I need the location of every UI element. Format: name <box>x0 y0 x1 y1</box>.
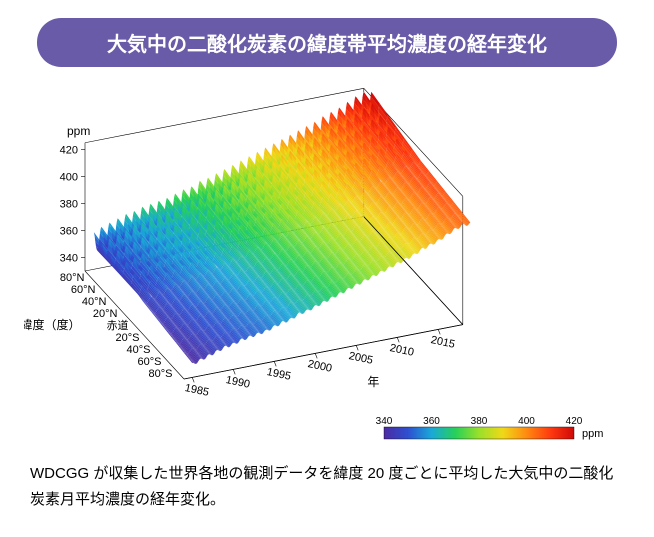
svg-text:2005: 2005 <box>348 350 374 367</box>
svg-text:360: 360 <box>423 416 440 427</box>
svg-text:420: 420 <box>60 145 78 157</box>
svg-text:ppm: ppm <box>582 428 603 440</box>
page-title: 大気中の二酸化炭素の緯度帯平均濃度の経年変化 <box>37 18 617 67</box>
co2-3d-surface-chart: 340360380400420ppm80°N60°N40°N20°N赤道20°S… <box>24 79 630 449</box>
svg-text:1995: 1995 <box>266 366 292 383</box>
svg-text:340: 340 <box>376 416 393 427</box>
svg-text:2010: 2010 <box>389 342 415 359</box>
svg-text:赤道: 赤道 <box>107 318 129 332</box>
svg-text:40°S: 40°S <box>127 344 151 356</box>
svg-text:緯度（度）: 緯度（度） <box>24 317 81 332</box>
svg-text:80°S: 80°S <box>149 368 173 380</box>
svg-text:20°N: 20°N <box>93 308 118 320</box>
svg-text:2000: 2000 <box>307 358 333 375</box>
svg-text:380: 380 <box>471 416 488 427</box>
svg-text:40°N: 40°N <box>82 296 107 308</box>
chart-caption: WDCGG が収集した世界各地の観測データを緯度 20 度ごとに平均した大気中の… <box>24 461 630 512</box>
svg-text:400: 400 <box>60 172 78 184</box>
svg-text:ppm: ppm <box>67 124 90 138</box>
svg-text:2015: 2015 <box>430 334 456 351</box>
svg-text:420: 420 <box>566 416 583 427</box>
svg-text:400: 400 <box>518 416 535 427</box>
svg-text:20°S: 20°S <box>116 332 140 344</box>
svg-text:360: 360 <box>60 226 78 238</box>
svg-text:340: 340 <box>60 253 78 265</box>
svg-text:60°S: 60°S <box>138 356 162 368</box>
svg-text:80°N: 80°N <box>60 272 85 284</box>
svg-text:年: 年 <box>367 375 379 389</box>
svg-text:60°N: 60°N <box>71 284 96 296</box>
svg-text:380: 380 <box>60 199 78 211</box>
svg-text:1990: 1990 <box>225 374 251 391</box>
svg-text:1985: 1985 <box>184 382 210 399</box>
